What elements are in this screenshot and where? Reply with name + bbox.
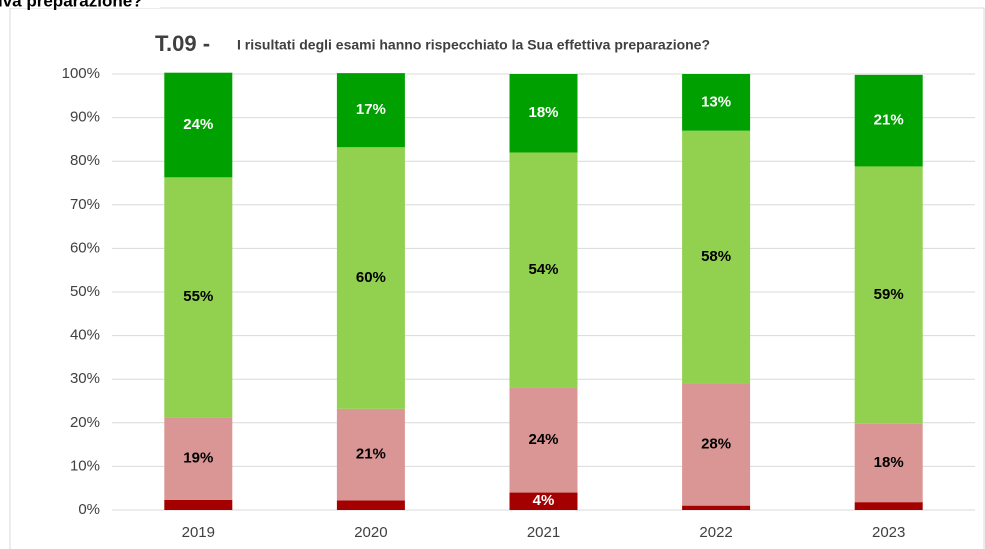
bar-segment <box>164 417 233 500</box>
bar-segment <box>509 492 578 510</box>
y-tick-label: 90% <box>70 109 100 126</box>
bar-segment <box>336 408 405 501</box>
bar-segment <box>682 505 751 510</box>
bar-segment <box>509 387 578 493</box>
bar-segment <box>854 502 923 510</box>
y-tick-label: 40% <box>70 327 100 344</box>
data-label: 59% <box>874 286 904 303</box>
bar-segment <box>336 73 405 148</box>
bar-segment <box>509 74 578 153</box>
data-label: 19% <box>183 450 213 467</box>
bar-segment <box>164 499 233 510</box>
header-bg <box>0 0 160 8</box>
bar-segment <box>854 166 923 424</box>
chart-subtitle: I risultati degli esami hanno rispecchia… <box>237 37 710 53</box>
y-tick-label: 10% <box>70 457 100 474</box>
data-label: 28% <box>701 436 731 453</box>
bar-segment <box>682 383 751 506</box>
y-tick-label: 80% <box>70 152 100 169</box>
data-label: 24% <box>528 431 558 448</box>
x-tick-label: 2022 <box>699 524 732 541</box>
bar-segment <box>682 74 751 131</box>
y-tick-label: 30% <box>70 370 100 387</box>
chart-title: T.09 - <box>155 31 210 56</box>
header: iva preparazione? <box>0 0 143 10</box>
y-tick-label: 100% <box>62 65 100 82</box>
data-label: 18% <box>874 454 904 471</box>
data-label: 4% <box>533 492 555 509</box>
x-tick-label: 2023 <box>872 524 905 541</box>
x-tick-label: 2021 <box>527 524 560 541</box>
data-label: 54% <box>528 261 558 278</box>
data-label: 13% <box>701 93 731 110</box>
data-label: 21% <box>874 112 904 129</box>
data-label: 55% <box>183 288 213 305</box>
bar-segment <box>682 130 751 384</box>
bar-segment <box>164 177 233 418</box>
y-tick-label: 60% <box>70 239 100 256</box>
chart-border <box>9 7 985 549</box>
data-label: 24% <box>183 116 213 133</box>
bar-segment <box>164 72 233 178</box>
data-label: 21% <box>356 446 386 463</box>
y-tick-label: 0% <box>78 501 100 518</box>
bar-segment <box>509 152 578 388</box>
data-label: 18% <box>528 104 558 121</box>
x-tick-label: 2019 <box>182 524 215 541</box>
y-tick-label: 70% <box>70 196 100 213</box>
y-tick-label: 20% <box>70 414 100 431</box>
data-label: 17% <box>356 101 386 118</box>
bar-segment <box>854 423 923 503</box>
bar-segment <box>854 74 923 167</box>
y-tick-label: 50% <box>70 283 100 300</box>
data-label: 58% <box>701 248 731 265</box>
x-tick-label: 2020 <box>354 524 387 541</box>
bar-segment <box>336 147 405 409</box>
bar-segment <box>336 500 405 510</box>
data-label: 60% <box>356 269 386 286</box>
